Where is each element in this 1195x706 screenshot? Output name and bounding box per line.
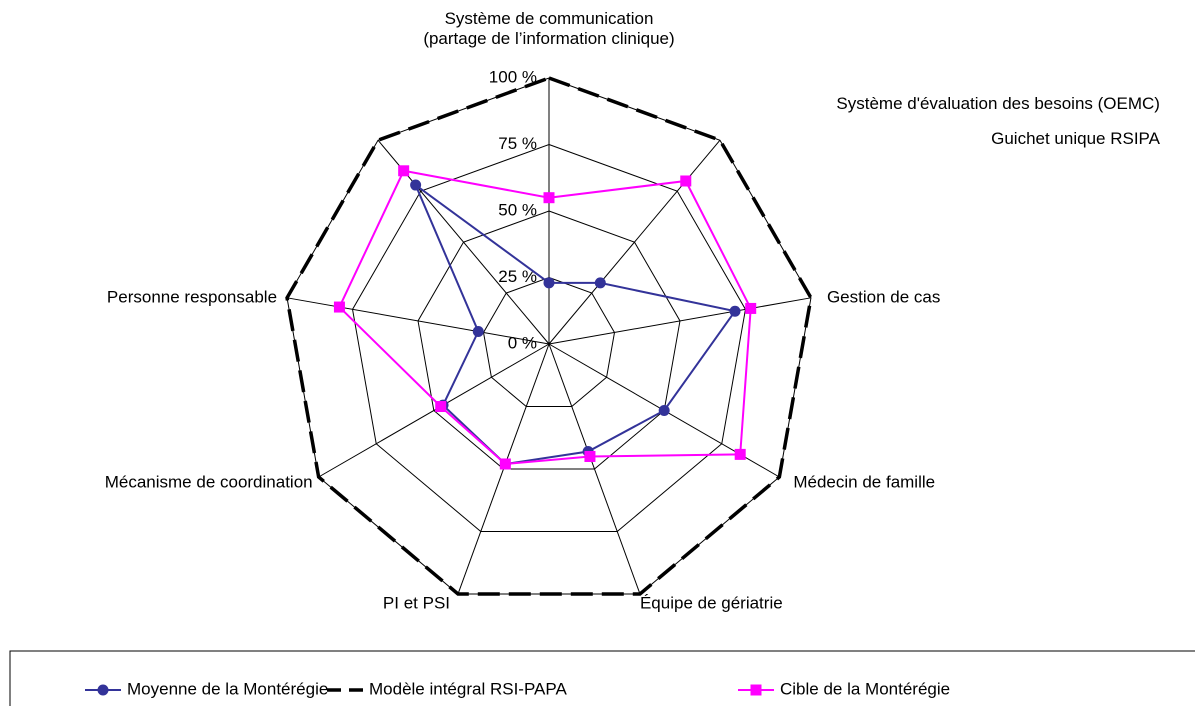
r-tick-label: 25 % [498, 267, 537, 286]
series-line [285, 76, 813, 596]
spoke [548, 297, 812, 345]
r-tick-label: 100 % [489, 67, 537, 86]
spoke [286, 297, 550, 345]
marker [729, 305, 741, 317]
category-label: Système d'évaluation des besoins (OEMC) G… [836, 95, 1160, 149]
marker [543, 277, 555, 289]
marker [499, 458, 511, 470]
marker [594, 277, 606, 289]
grid-ring [352, 143, 746, 532]
marker [734, 448, 746, 460]
legend-box [9, 650, 1195, 706]
legend-label: Moyenne de la Montérégie [127, 679, 328, 698]
legend-label: Modèle intégral RSI-PAPA [369, 679, 567, 698]
marker [435, 401, 447, 413]
spoke [318, 343, 550, 478]
marker [333, 301, 345, 313]
series-line [413, 182, 737, 466]
r-tick-label: 50 % [498, 200, 537, 219]
marker [584, 450, 596, 462]
category-label: Gestion de cas [827, 287, 940, 306]
marker [398, 165, 410, 177]
category-label: Système de communication (partage de l’in… [423, 9, 674, 48]
grid-ring [417, 210, 681, 470]
grid-ring [482, 276, 616, 407]
spoke [548, 343, 641, 595]
r-tick-label: 75 % [498, 134, 537, 153]
category-label: Personne responsable [107, 287, 277, 306]
series-line [338, 169, 752, 466]
marker [680, 175, 692, 187]
category-label: PI et PSI [383, 593, 450, 612]
marker [745, 302, 757, 314]
category-label: Médecin de famille [793, 472, 935, 491]
marker [472, 326, 484, 338]
marker [543, 192, 555, 204]
legend-label: Cible de la Montérégie [780, 679, 950, 698]
marker [97, 684, 109, 696]
category-label: Équipe de gériatrie [640, 593, 783, 612]
marker [750, 684, 762, 696]
category-label: Mécanisme de coordination [105, 472, 313, 491]
r-tick-label: 0 % [508, 333, 537, 352]
spoke [548, 139, 721, 345]
marker [658, 405, 670, 416]
marker [410, 179, 422, 191]
